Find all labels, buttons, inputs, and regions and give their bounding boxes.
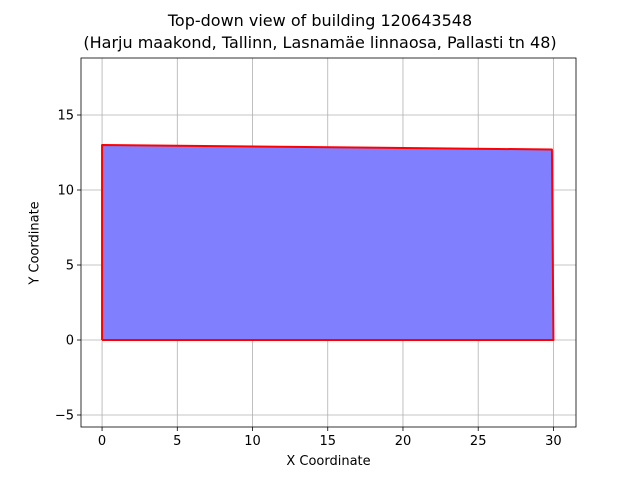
x-tick-label: 20 [395, 434, 412, 449]
y-tick-label: −5 [55, 409, 74, 424]
chart-subtitle: (Harju maakond, Tallinn, Lasnamäe linnao… [83, 33, 557, 52]
x-tick-label: 10 [244, 434, 261, 449]
x-tick-label: 5 [173, 434, 181, 449]
chart-title: Top-down view of building 120643548 [167, 11, 473, 30]
x-tick-label: 0 [98, 434, 106, 449]
y-tick-label: 5 [66, 259, 74, 274]
y-tick-label: 0 [66, 334, 74, 349]
y-axis-label: Y Coordinate [27, 201, 43, 285]
x-tick-label: 15 [319, 434, 336, 449]
building-footprint-fill [102, 145, 554, 340]
x-tick-label: 25 [470, 434, 487, 449]
axes-frame [80, 57, 577, 428]
x-tick-label: 30 [545, 434, 562, 449]
y-tick-label: 15 [57, 109, 74, 124]
building-footprint-outline [101, 144, 555, 341]
x-axis-label: X Coordinate [286, 454, 371, 469]
y-tick-label: 10 [57, 184, 74, 199]
